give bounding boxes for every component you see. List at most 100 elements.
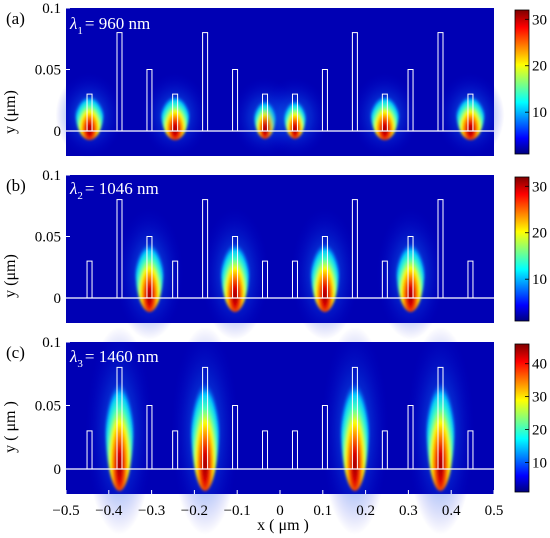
panel-c-hotspot-1 xyxy=(105,355,134,491)
panel-b-pillar-9 xyxy=(321,236,328,299)
panel-c-colorbar-tick-label: 40 xyxy=(532,357,547,373)
panel-c-xtick-label: 0.4 xyxy=(442,503,461,519)
panel-b-wavelength-subscript: 2 xyxy=(77,190,83,202)
panel-c-colorbar-tick-label: 10 xyxy=(532,455,547,471)
panel-c-xticks: −0.5 −0.4 −0.3 −0.2 −0.1 0 0.1 0.2 0.3 0.4 0.5 xyxy=(52,490,503,519)
panel-a-pillar-5 xyxy=(202,32,209,132)
panel-c-xtick-label: −0.5 xyxy=(52,503,79,519)
panel-b-hotspot-3 xyxy=(310,225,339,312)
panel-b-pillar-8 xyxy=(291,260,298,299)
panel-c-pillar-14 xyxy=(467,430,474,470)
panel-c: (c) λ3 = 1460 nm y ( μm ) 00.050.1 −0.5 −0… xyxy=(2,326,547,535)
panel-c-ytick-label: 0.1 xyxy=(42,335,61,351)
panel-b-hotspot-1 xyxy=(135,225,164,312)
panel-c-colorbar-tick-label: 30 xyxy=(532,390,547,406)
panel-a-pillar-11 xyxy=(381,93,388,132)
panel-c-wavelength: λ3 = 1460 nm xyxy=(69,347,159,370)
panel-b-pillar-13 xyxy=(437,199,444,299)
panel-c-pillar-2 xyxy=(116,366,123,470)
panel-c-colorbar: 10 20 30 40 xyxy=(514,343,547,493)
panel-b-pillar-14 xyxy=(467,260,474,299)
panel-a-pillar-9 xyxy=(321,69,328,132)
panel-a-pillar-10 xyxy=(351,32,358,132)
panel-a-hotspot-2 xyxy=(161,84,190,140)
panel-c-xtick-label: −0.2 xyxy=(181,503,208,519)
panel-b-field xyxy=(115,207,445,340)
panel-b-pillars xyxy=(66,199,494,299)
panel-b-colorbar-tick-label: 10 xyxy=(532,272,547,288)
panel-b-pillar-6 xyxy=(232,236,239,299)
panel-b-colorbar-scale xyxy=(514,176,530,322)
panel-a: (a) λ1 = 960 nm y (μm) 0 0.05 0.1 10 20 30 xyxy=(2,1,547,158)
panel-c-pillar-6 xyxy=(232,405,239,470)
panel-c-hotspot-3 xyxy=(340,355,369,491)
panel-b: (b) λ2 = 1046 nm y (μm) 0 0.05 0.1 10 20 30 xyxy=(2,168,547,340)
panel-a-wavelength-symbol: λ xyxy=(69,14,77,33)
panel-c-label: (c) xyxy=(6,343,25,362)
panel-b-colorbar: 10 20 30 xyxy=(514,176,547,322)
panel-c-xtick-label: −0.1 xyxy=(224,503,251,519)
panel-a-pillar-2 xyxy=(116,32,123,132)
panel-c-pillar-10 xyxy=(351,366,358,470)
panel-c-xtick-label: 0.5 xyxy=(485,503,504,519)
panel-c-xtick-label: 0 xyxy=(276,503,284,519)
panel-a-hotspot-6 xyxy=(456,84,485,140)
panel-a-hotspot-1 xyxy=(75,84,104,140)
panel-a-pillar-1 xyxy=(86,93,93,132)
panel-b-wavelength: λ2 = 1046 nm xyxy=(69,179,159,202)
panel-a-pillar-3 xyxy=(146,69,153,132)
panel-b-colorbar-tick-label: 20 xyxy=(532,226,547,242)
panel-b-yticks: 0 0.05 0.1 xyxy=(35,168,70,307)
panel-a-ytick-label: 0.1 xyxy=(42,1,61,17)
panel-a-pillar-4 xyxy=(172,93,179,132)
panel-a-pillar-14 xyxy=(467,93,474,132)
panel-a-ylabel: y (μm) xyxy=(2,90,19,134)
panel-a-hotspot-5 xyxy=(370,84,399,140)
panel-a-yticks: 0 0.05 0.1 xyxy=(35,1,70,140)
panel-a-wavelength: λ1 = 960 nm xyxy=(69,14,150,37)
panel-a-ytick-label: 0.05 xyxy=(35,63,61,79)
panel-c-xlabel: x ( μm ) xyxy=(257,517,309,534)
panel-a-colorbar-tick-label: 30 xyxy=(532,12,547,28)
panel-c-yticks: 0 0.05 0.1 xyxy=(35,335,70,478)
panel-a-pillars xyxy=(66,32,494,132)
panel-b-ytick-label: 0 xyxy=(54,291,62,307)
panel-a-wavelength-value: = 960 nm xyxy=(85,14,150,33)
panel-b-pillar-12 xyxy=(407,236,414,299)
panel-c-field xyxy=(85,326,475,535)
panel-c-pillar-9 xyxy=(321,405,328,470)
panel-b-pillar-11 xyxy=(381,260,388,299)
panel-b-label: (b) xyxy=(6,176,26,195)
panel-a-pillar-13 xyxy=(437,32,444,132)
panel-a-colorbar: 10 20 30 xyxy=(514,9,547,155)
panel-b-colorbar-tick-label: 30 xyxy=(532,179,547,195)
panel-b-ytick-label: 0.05 xyxy=(35,230,61,246)
panel-b-wavelength-value: = 1046 nm xyxy=(85,179,159,198)
panel-b-pillar-3 xyxy=(146,236,153,299)
panel-c-pillar-3 xyxy=(146,405,153,470)
panel-b-ylabel: y (μm) xyxy=(2,254,19,298)
panel-c-pillar-1 xyxy=(86,430,93,470)
panel-c-pillar-13 xyxy=(437,366,444,470)
panel-a-pillar-12 xyxy=(407,69,414,132)
panel-c-xtick-label: 0.2 xyxy=(356,503,375,519)
panel-c-wavelength-subscript: 3 xyxy=(77,358,83,370)
panel-b-ytick-label: 0.1 xyxy=(42,168,61,184)
panel-b-hotspot-4 xyxy=(396,225,425,312)
panel-c-ytick-label: 0 xyxy=(54,462,62,478)
panel-a-wavelength-subscript: 1 xyxy=(77,25,83,37)
panel-b-pillar-10 xyxy=(351,199,358,299)
panel-a-pillar-7 xyxy=(262,93,269,132)
panel-c-colorbar-tick-label: 20 xyxy=(532,423,547,439)
panel-a-ytick-label: 0 xyxy=(54,124,62,140)
panel-b-hotspot-2 xyxy=(221,225,250,312)
panel-c-xtick-label: −0.3 xyxy=(138,503,165,519)
panel-b-pillar-5 xyxy=(202,199,209,299)
panel-a-pillar-8 xyxy=(291,93,298,132)
panel-c-pillar-8 xyxy=(291,430,298,470)
panel-a-hotspot-4 xyxy=(284,90,306,139)
panel-c-wavelength-value: = 1460 nm xyxy=(85,347,159,366)
panel-a-label: (a) xyxy=(6,9,25,28)
panel-c-xtick-label: 0.1 xyxy=(313,503,332,519)
panel-a-pillar-6 xyxy=(232,69,239,132)
